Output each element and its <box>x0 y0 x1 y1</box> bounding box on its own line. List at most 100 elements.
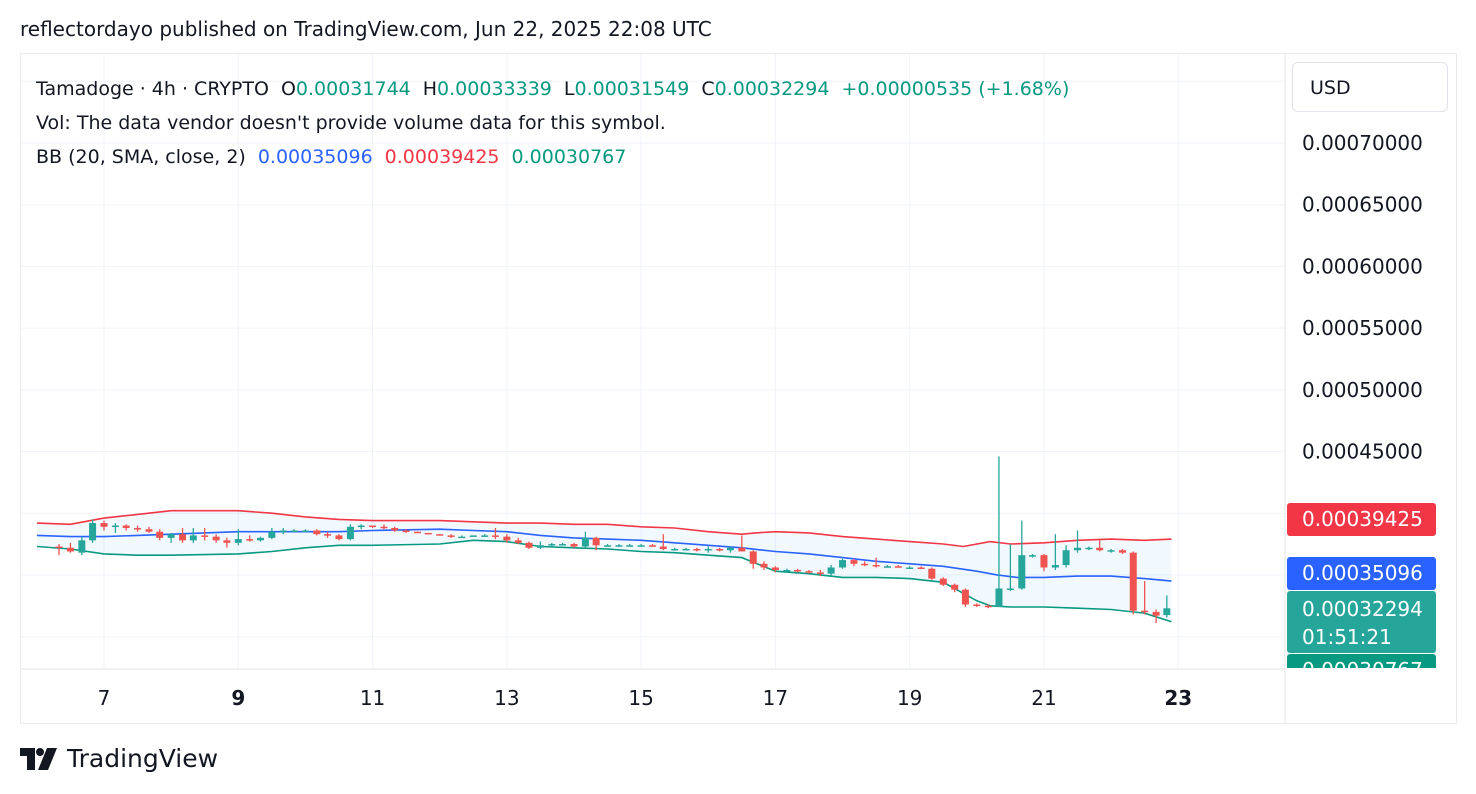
candle-body <box>1062 550 1070 566</box>
candle <box>604 544 612 547</box>
candle <box>951 583 959 593</box>
candle-body <box>984 605 992 608</box>
candle-body <box>1018 555 1026 589</box>
candle-body <box>290 530 298 532</box>
candle-body <box>559 544 567 546</box>
candle-body <box>447 535 455 537</box>
candle <box>984 604 992 609</box>
candle-body <box>749 551 757 564</box>
bar-countdown: 01:51:21 <box>1302 625 1392 649</box>
candle-body <box>525 542 533 548</box>
chart-frame[interactable]: 0.00070000 0.00065000 0.00060000 0.00055000… <box>20 53 1457 724</box>
candle <box>961 588 969 607</box>
candle <box>917 566 925 569</box>
bb-upper-line <box>36 509 1172 548</box>
candle-body <box>1107 550 1115 552</box>
candle-body <box>917 567 925 569</box>
currency-button[interactable]: USD <box>1292 62 1448 112</box>
candle-body <box>894 566 902 568</box>
axes: 0.00070000 0.00065000 0.00060000 0.00055000… <box>21 54 1423 723</box>
candle <box>626 544 634 547</box>
candle <box>436 534 444 536</box>
candle-body <box>649 545 657 547</box>
grid-lines <box>21 54 1285 669</box>
candle <box>122 524 130 531</box>
candle-body <box>659 546 667 549</box>
candle-body <box>726 547 734 551</box>
y-tick-label: 0.00070000 <box>1302 131 1423 155</box>
close-value: 0.00032294 <box>714 78 830 100</box>
open-label: O <box>280 78 296 100</box>
candle-body <box>637 545 645 547</box>
candle-body <box>301 530 309 532</box>
candle <box>637 544 645 547</box>
candle-body <box>156 531 164 538</box>
candle-body <box>1074 547 1082 551</box>
bb-lower-price-tag: 0.00030767 <box>1287 654 1436 668</box>
volume-note: Vol: The data vendor doesn't provide vol… <box>36 112 666 134</box>
bb-row: BB (20, SMA, close, 2) 0.00035096 0.000394… <box>36 140 1069 174</box>
candle-body <box>626 545 634 547</box>
candle-body <box>906 567 914 569</box>
candle <box>581 531 589 548</box>
candle <box>716 547 724 552</box>
bb-basis-price-tag: 0.00035096 <box>1287 557 1436 590</box>
price-chart[interactable]: 0.00070000 0.00065000 0.00060000 0.00055000… <box>21 54 1456 723</box>
candle-body <box>783 569 791 572</box>
candle <box>525 541 533 549</box>
candle <box>491 528 499 540</box>
bb-label[interactable]: BB (20, SMA, close, 2) <box>36 146 246 168</box>
footer-brand: TradingView <box>67 744 219 773</box>
symbol-label[interactable]: Tamadoge · 4h · CRYPTO <box>36 78 269 100</box>
candle <box>301 529 309 532</box>
open-value: 0.00031744 <box>295 78 411 100</box>
candle <box>1018 520 1026 590</box>
candle <box>1040 553 1048 572</box>
candle-body <box>313 530 321 535</box>
candle-body <box>884 566 892 568</box>
candle <box>357 524 365 530</box>
candle <box>1029 553 1037 558</box>
bb-upper-price-tag: 0.00039425 <box>1287 503 1436 536</box>
candle <box>189 528 197 543</box>
candle-body <box>615 545 623 547</box>
y-tick-label: 0.00050000 <box>1302 378 1423 402</box>
last-price-value: 0.00032294 <box>1302 597 1423 621</box>
candle <box>850 558 858 567</box>
candle <box>1096 540 1104 552</box>
candle-body <box>55 546 63 549</box>
bb-upper-value: 0.00039425 <box>384 146 500 168</box>
candle-body <box>481 535 489 537</box>
x-tick-label: 23 <box>1164 686 1192 710</box>
bb-fill <box>36 510 1172 622</box>
candle <box>1119 548 1127 554</box>
candle-body <box>581 537 589 547</box>
candle-body <box>78 540 86 553</box>
candle-body <box>234 539 242 543</box>
candle-body <box>961 589 969 605</box>
candle-body <box>122 525 130 529</box>
candle <box>134 525 142 532</box>
candle <box>78 536 86 556</box>
candle <box>1006 544 1014 591</box>
candle <box>884 565 892 568</box>
candle <box>201 528 209 541</box>
candle-body <box>1040 555 1048 568</box>
candle <box>794 568 802 573</box>
candle <box>268 528 276 540</box>
candle <box>1051 534 1059 570</box>
candle-body <box>827 567 835 574</box>
candle <box>536 541 544 549</box>
candle-body <box>939 578 947 585</box>
candle <box>726 546 734 553</box>
bb-lower-value: 0.00030767 <box>511 146 627 168</box>
candle-body <box>391 528 399 531</box>
candle <box>1141 581 1149 615</box>
x-tick-label: 19 <box>897 686 922 710</box>
candle-body <box>357 525 365 528</box>
candle-body <box>1141 610 1149 613</box>
bb-basis-line <box>36 528 1172 582</box>
y-tick-label: 0.00065000 <box>1302 193 1423 217</box>
candle <box>89 519 97 543</box>
candle <box>514 537 522 545</box>
